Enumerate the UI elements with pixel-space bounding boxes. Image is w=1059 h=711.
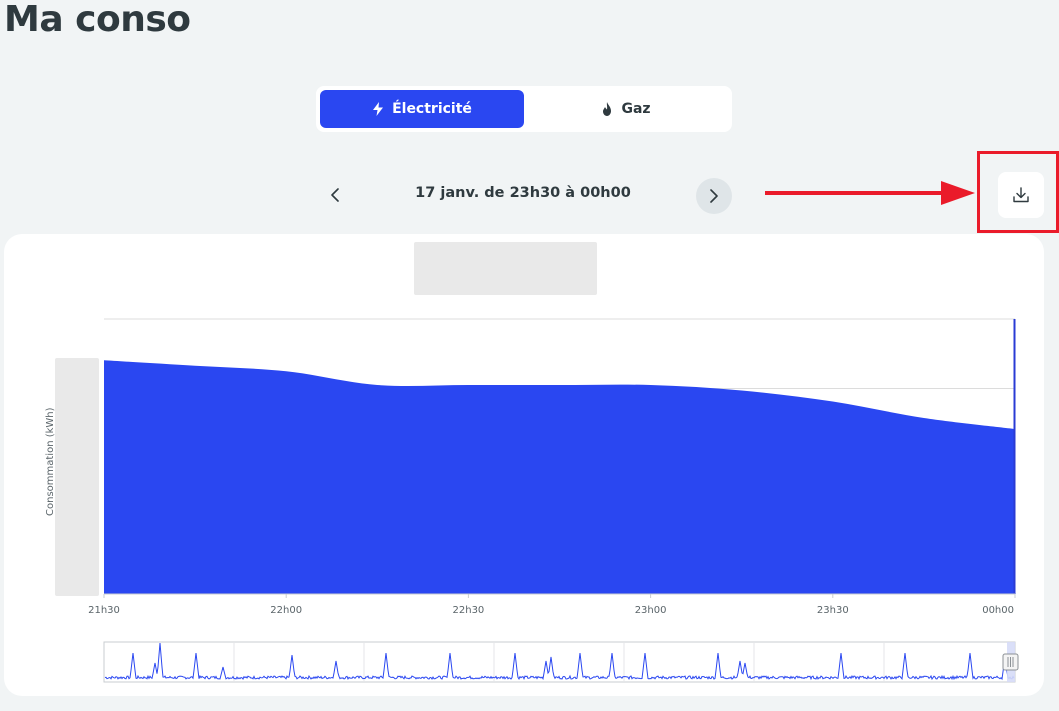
chevron-right-icon — [710, 189, 718, 203]
next-period-button[interactable] — [696, 178, 732, 214]
gas-tab[interactable]: Gaz — [524, 90, 728, 128]
redacted-axis-block — [55, 358, 99, 596]
x-tick-label: 00h00 — [982, 605, 1014, 616]
download-icon — [1013, 187, 1029, 203]
electricity-tab-label: Électricité — [392, 101, 472, 117]
download-button[interactable] — [998, 172, 1044, 218]
download-highlight-box — [977, 151, 1059, 233]
x-tick-label: 23h30 — [817, 605, 849, 616]
period-label: 17 janv. de 23h30 à 00h00 — [415, 185, 631, 201]
redacted-block — [414, 242, 597, 295]
chevron-left-icon — [331, 188, 339, 202]
annotation-arrow-icon — [765, 181, 975, 205]
energy-toggle: Électricité Gaz — [316, 86, 732, 132]
navigator-series-line — [104, 642, 1015, 681]
range-navigator[interactable] — [103, 641, 1019, 683]
x-tick-label: 22h30 — [453, 605, 485, 616]
navigator-frame — [103, 641, 1016, 683]
gas-tab-label: Gaz — [621, 101, 651, 117]
x-tick-label: 22h00 — [270, 605, 302, 616]
lightning-icon — [373, 102, 384, 116]
previous-period-button[interactable] — [318, 178, 352, 212]
page-title: Ma conso — [4, 0, 191, 40]
flame-icon — [603, 102, 612, 116]
x-tick-label: 21h30 — [88, 605, 120, 616]
x-tick-label: 23h00 — [635, 605, 667, 616]
electricity-tab[interactable]: Électricité — [320, 90, 524, 128]
consumption-area — [104, 360, 1015, 594]
